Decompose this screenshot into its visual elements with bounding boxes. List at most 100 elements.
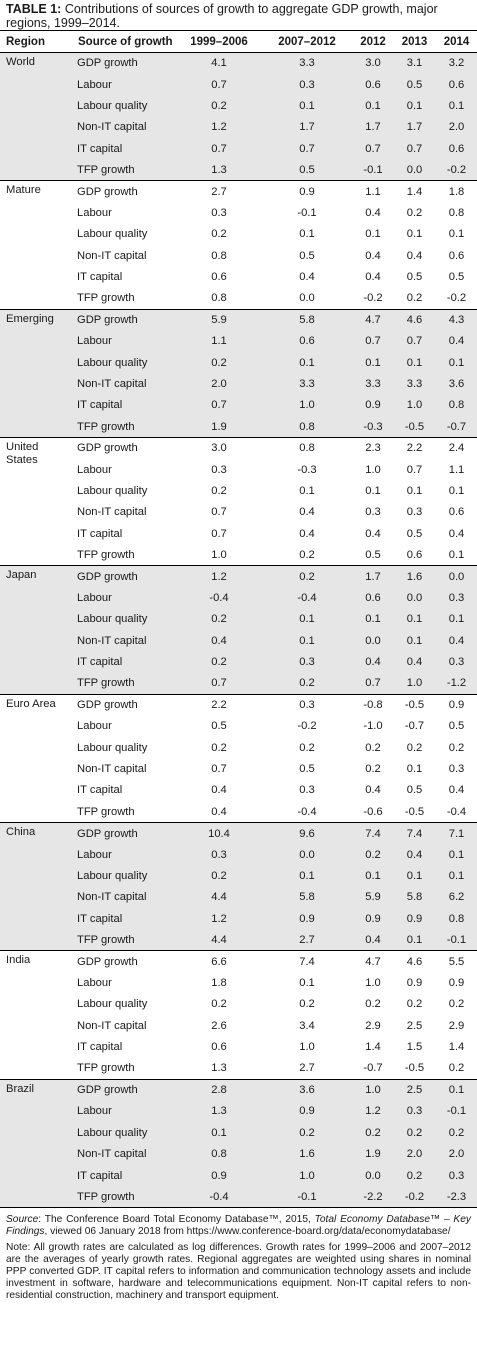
- value-cell: 1.0: [365, 463, 381, 476]
- value-cell: 0.2: [393, 1122, 436, 1144]
- value-cell: 0.4: [365, 527, 381, 540]
- table-row: IT capital 0.6 0.4 0.4 0.5 0.5: [0, 266, 477, 287]
- value-cell: 1.4: [365, 1041, 381, 1054]
- value-cell: 0.7: [177, 73, 261, 96]
- source-cell: IT capital: [77, 784, 123, 797]
- table-caption-text: Contributions of sources of growth to ag…: [6, 2, 438, 30]
- value-cell: 0.4: [299, 527, 315, 540]
- value-cell: 0.0: [299, 292, 315, 305]
- source-cell: GDP growth: [72, 52, 177, 74]
- table-row: TFP growth 1.9 0.8 -0.3 -0.5 -0.7: [0, 416, 477, 438]
- source-cell: IT capital: [72, 651, 177, 673]
- table-row: TFP growth 4.4 2.7 0.4 0.1 -0.1: [0, 929, 477, 951]
- value-cell: 0.1: [299, 228, 315, 241]
- value-cell: -0.7: [404, 720, 425, 733]
- value-cell: 1.7: [353, 116, 393, 139]
- value-cell: 0.3: [448, 763, 465, 776]
- table-row: TFP growth -0.4 -0.1 -2.2 -0.2 -2.3: [0, 1186, 477, 1208]
- table-row: Japan GDP growth 1.2 0.2 1.7 1.6 0.0: [0, 565, 477, 695]
- value-cell: 0.2: [448, 1062, 465, 1075]
- value-cell: 0.6: [353, 587, 393, 609]
- source-cell: IT capital: [77, 527, 123, 540]
- value-cell: -1.2: [436, 672, 477, 695]
- source-cell: Non-IT capital: [72, 373, 177, 395]
- value-cell: 0.1: [393, 608, 436, 631]
- value-cell: -0.1: [297, 206, 317, 219]
- region-cell: India: [6, 954, 31, 967]
- source-cell: IT capital: [72, 1164, 177, 1187]
- value-cell: 0.1: [448, 548, 465, 561]
- value-cell: -0.1: [436, 929, 477, 951]
- value-cell: 0.7: [211, 506, 227, 519]
- table-row: IT capital 0.4 0.3 0.4 0.5 0.4: [0, 780, 477, 801]
- table-header: Region Source of growth 1999–2006 2007–2…: [0, 30, 477, 53]
- value-cell: -0.4: [177, 587, 261, 609]
- value-cell: 0.1: [353, 351, 393, 374]
- value-cell: 0.0: [393, 159, 436, 181]
- table-row: TFP growth 0.8 0.0 -0.2 0.2 -0.2: [0, 288, 477, 309]
- header-cell: 2014: [436, 30, 477, 53]
- value-cell: 0.1: [436, 351, 477, 374]
- value-cell: 0.9: [299, 185, 315, 198]
- value-cell: 4.6: [406, 955, 423, 968]
- value-cell: 1.0: [353, 1079, 393, 1101]
- value-cell: 0.9: [261, 1100, 353, 1123]
- value-cell: 0.2: [365, 998, 381, 1011]
- value-cell: 0.9: [448, 699, 465, 712]
- value-cell: 2.2: [406, 442, 423, 455]
- region-group: Japan GDP growth 1.2 0.2 1.7 1.6 0.0 Labour -0.4…: [0, 565, 477, 695]
- value-cell: 0.4: [299, 271, 315, 284]
- value-cell: -0.3: [297, 463, 317, 476]
- value-cell: 0.1: [406, 485, 423, 497]
- source-cell: Non-IT capital: [77, 763, 147, 776]
- value-cell: 0.1: [393, 929, 436, 951]
- source-cell: Labour quality: [72, 95, 177, 117]
- table-row: IT capital 1.2 0.9 0.9 0.9 0.8: [0, 908, 477, 930]
- value-cell: 0.4: [448, 784, 465, 797]
- value-cell: -2.3: [436, 1186, 477, 1208]
- region-cell: China: [0, 822, 72, 951]
- source-cell: GDP growth: [77, 699, 138, 712]
- value-cell: 7.4: [299, 955, 315, 968]
- source-cell: Labour: [72, 843, 177, 866]
- value-cell: 5.5: [448, 955, 465, 968]
- source-cell: TFP growth: [72, 929, 177, 951]
- value-cell: 0.3: [177, 843, 261, 866]
- table-row: India GDP growth 6.6 7.4 4.7 4.6 5.5: [0, 951, 477, 972]
- value-cell: 0.5: [299, 249, 315, 262]
- value-cell: 5.8: [261, 886, 353, 909]
- table-row: Labour 0.3 -0.1 0.4 0.2 0.8: [0, 202, 477, 223]
- value-cell: -0.2: [297, 720, 317, 733]
- value-cell: -1.0: [363, 720, 383, 733]
- value-cell: 0.8: [436, 394, 477, 417]
- value-cell: 0.7: [177, 672, 261, 695]
- value-cell: 2.0: [177, 373, 261, 395]
- source-cell: TFP growth: [72, 1186, 177, 1208]
- region-group: India GDP growth 6.6 7.4 4.7 4.6 5.5 Labour 1.8 0…: [0, 951, 477, 1080]
- source-cell: GDP growth: [72, 822, 177, 844]
- value-cell: 0.2: [406, 741, 423, 754]
- value-cell: 1.1: [177, 330, 261, 352]
- value-cell: 3.6: [436, 373, 477, 395]
- source-cell: Labour quality: [77, 741, 148, 754]
- header-row: Region Source of growth 1999–2006 2007–2…: [0, 30, 477, 53]
- value-cell: 0.4: [365, 784, 381, 797]
- value-cell: 0.2: [365, 741, 381, 754]
- table-row: China GDP growth 10.4 9.6 7.4 7.4 7.1: [0, 822, 477, 951]
- value-cell: 2.5: [393, 1079, 436, 1101]
- value-cell: 1.3: [177, 159, 261, 181]
- value-cell: 1.6: [261, 1143, 353, 1165]
- value-cell: 0.4: [299, 506, 315, 519]
- value-cell: -0.5: [393, 416, 436, 438]
- value-cell: 0.7: [211, 527, 227, 540]
- table-row: Mature GDP growth 2.7 0.9 1.1 1.4 1.8: [0, 181, 477, 202]
- table-caption: TABLE 1: Contributions of sources of gro…: [0, 0, 477, 30]
- source-cell: Labour: [72, 73, 177, 96]
- value-cell: 0.2: [406, 998, 423, 1011]
- value-cell: 7.1: [436, 822, 477, 844]
- value-cell: 0.1: [261, 630, 353, 652]
- value-cell: 0.2: [177, 351, 261, 374]
- table-row: Labour 0.3 -0.3 1.0 0.7 1.1: [0, 459, 477, 480]
- value-cell: 4.6: [393, 309, 436, 331]
- source-note: Source: The Conference Board Total Econo…: [6, 1214, 471, 1238]
